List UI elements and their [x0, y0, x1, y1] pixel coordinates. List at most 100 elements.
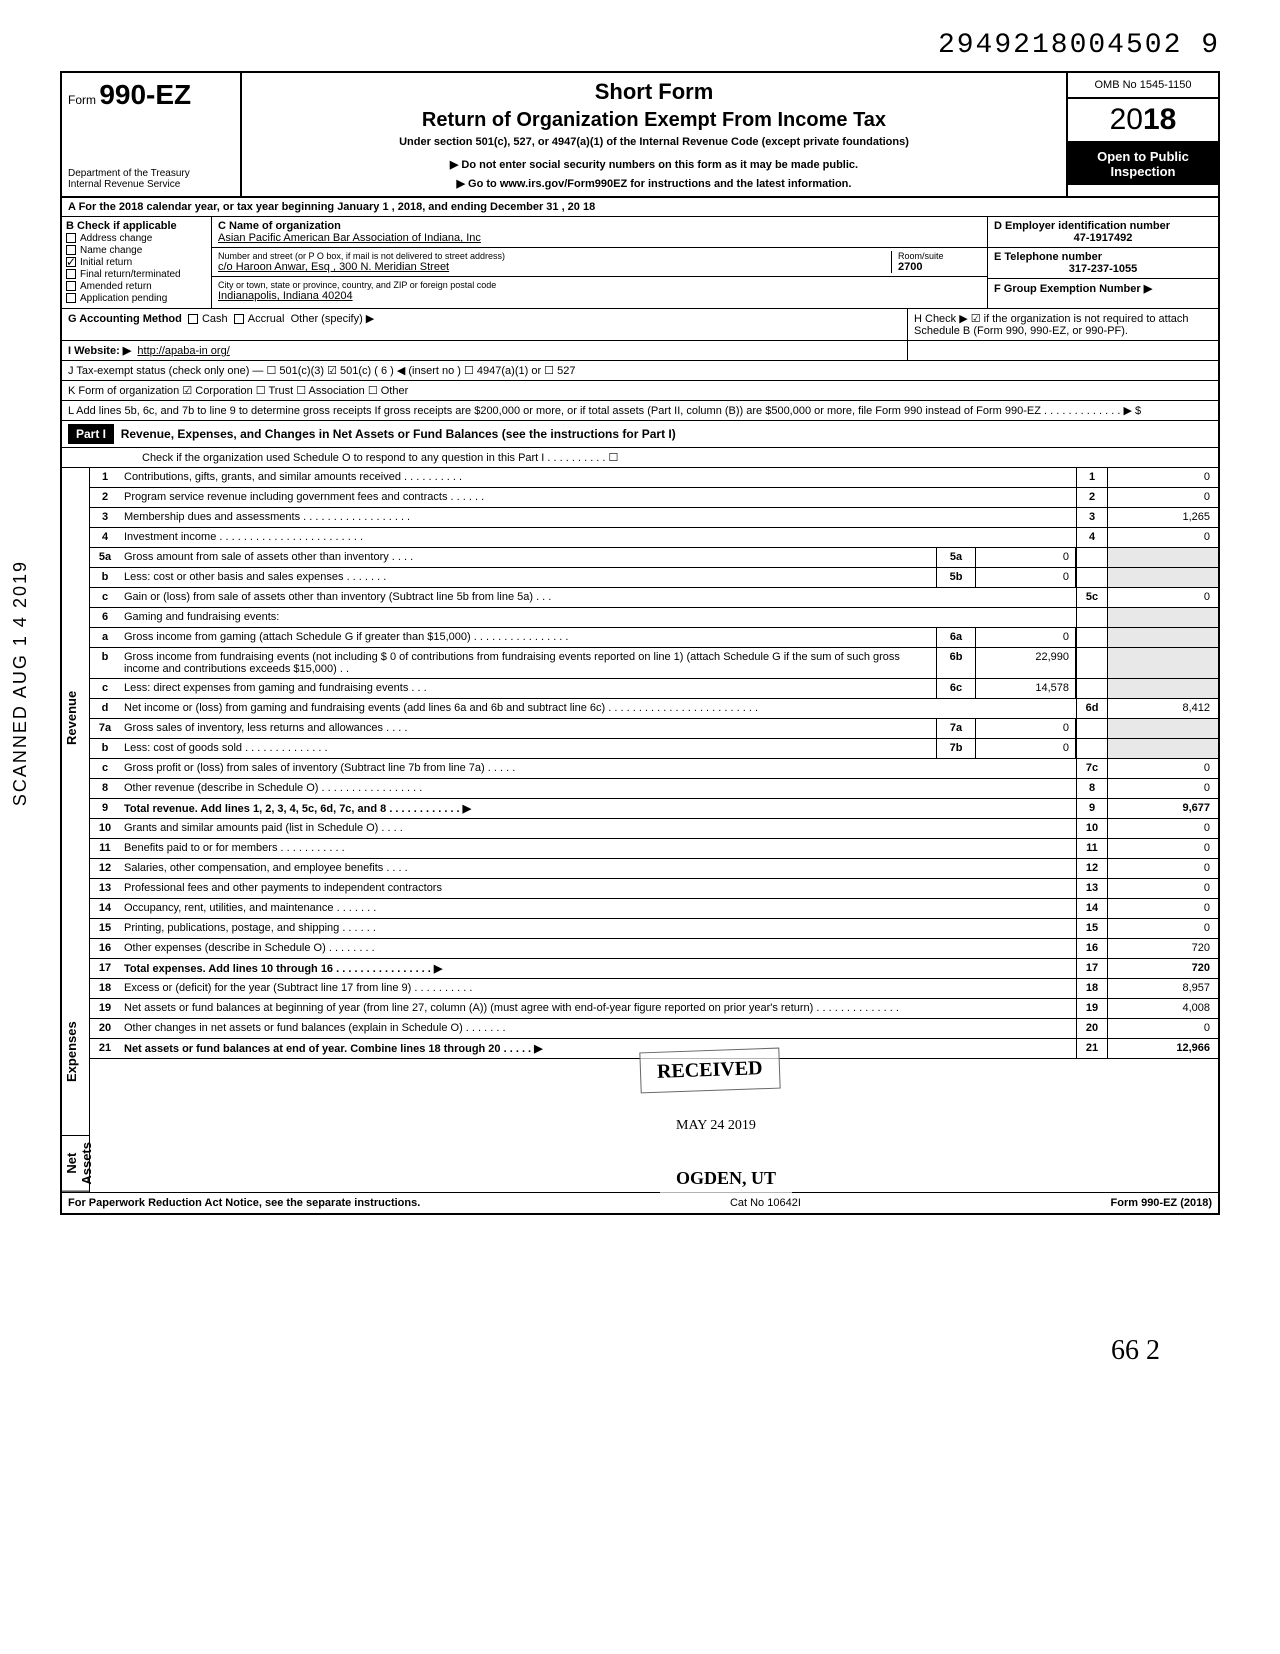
- line-7a: 7aGross sales of inventory, less returns…: [90, 719, 1218, 739]
- cash-checkbox[interactable]: [188, 314, 198, 324]
- line-desc: Gross sales of inventory, less returns a…: [120, 719, 936, 738]
- line-6: 6Gaming and fundraising events:: [90, 608, 1218, 628]
- line-num: c: [90, 588, 120, 607]
- line-desc: Salaries, other compensation, and employ…: [120, 859, 1076, 878]
- right-num: 18: [1076, 979, 1108, 998]
- right-val: 720: [1108, 959, 1218, 978]
- line-16: 16Other expenses (describe in Schedule O…: [90, 939, 1218, 959]
- line-num: 19: [90, 999, 120, 1018]
- org-name: Asian Pacific American Bar Association o…: [218, 232, 981, 244]
- line-num: 1: [90, 468, 120, 487]
- right-num: 11: [1076, 839, 1108, 858]
- room-label: Room/suite: [898, 251, 981, 261]
- line-10: 10Grants and similar amounts paid (list …: [90, 819, 1218, 839]
- right-val: 8,957: [1108, 979, 1218, 998]
- checkbox-initial-return[interactable]: [66, 257, 76, 267]
- website-value: http://apaba-in org/: [137, 345, 229, 357]
- accrual-checkbox[interactable]: [234, 314, 244, 324]
- header-right: OMB No 1545-1150 2018 Open to Public Ins…: [1068, 73, 1218, 196]
- line-desc: Gross income from gaming (attach Schedul…: [120, 628, 936, 647]
- line-c: cGross profit or (loss) from sales of in…: [90, 759, 1218, 779]
- line-desc: Total expenses. Add lines 10 through 16 …: [120, 959, 1076, 978]
- right-num: 2: [1076, 488, 1108, 507]
- line-num: 17: [90, 959, 120, 978]
- line-1: 1Contributions, gifts, grants, and simil…: [90, 468, 1218, 488]
- line-desc: Contributions, gifts, grants, and simila…: [120, 468, 1076, 487]
- line-num: b: [90, 739, 120, 758]
- line-num: c: [90, 759, 120, 778]
- part1-label: Part I: [68, 424, 114, 444]
- right-num: 15: [1076, 919, 1108, 938]
- right-val: 0: [1108, 759, 1218, 778]
- right-num: 5c: [1076, 588, 1108, 607]
- line-20: 20Other changes in net assets or fund ba…: [90, 1019, 1218, 1039]
- checkbox-application-pending[interactable]: [66, 293, 76, 303]
- line-num: 21: [90, 1039, 120, 1058]
- line-desc: Net assets or fund balances at end of ye…: [120, 1039, 1076, 1058]
- side-revenue: Revenue: [62, 468, 89, 968]
- checkbox-amended-return[interactable]: [66, 281, 76, 291]
- mini-val: 22,990: [976, 648, 1076, 678]
- other-label: Other (specify) ▶: [291, 313, 375, 325]
- main-title: Return of Organization Exempt From Incom…: [252, 109, 1056, 132]
- line-num: 20: [90, 1019, 120, 1038]
- goto-url: ▶ Go to www.irs.gov/Form990EZ for instru…: [252, 177, 1056, 190]
- right-num: 1: [1076, 468, 1108, 487]
- line-num: 2: [90, 488, 120, 507]
- chk-label: Address change: [80, 233, 152, 244]
- line-num: 3: [90, 508, 120, 527]
- line-num: 12: [90, 859, 120, 878]
- line-b: bLess: cost or other basis and sales exp…: [90, 568, 1218, 588]
- right-val: 8,412: [1108, 699, 1218, 718]
- rv-shaded: [1108, 628, 1218, 647]
- line-desc: Other changes in net assets or fund bala…: [120, 1019, 1076, 1038]
- checkbox-address-change[interactable]: [66, 233, 76, 243]
- line-3: 3Membership dues and assessments . . . .…: [90, 508, 1218, 528]
- e-label: E Telephone number: [994, 251, 1212, 263]
- mini-val: 0: [976, 739, 1076, 758]
- line-19: 19Net assets or fund balances at beginni…: [90, 999, 1218, 1019]
- c-name-label: C Name of organization: [218, 220, 981, 232]
- line-num: 9: [90, 799, 120, 818]
- checkbox-name-change[interactable]: [66, 245, 76, 255]
- line-desc: Program service revenue including govern…: [120, 488, 1076, 507]
- line-desc: Other revenue (describe in Schedule O) .…: [120, 779, 1076, 798]
- line-desc: Less: cost or other basis and sales expe…: [120, 568, 936, 587]
- line-d: dNet income or (loss) from gaming and fu…: [90, 699, 1218, 719]
- mini-num: 6c: [936, 679, 976, 698]
- line-num: 15: [90, 919, 120, 938]
- right-val: 9,677: [1108, 799, 1218, 818]
- line-17: 17Total expenses. Add lines 10 through 1…: [90, 959, 1218, 979]
- line-11: 11Benefits paid to or for members . . . …: [90, 839, 1218, 859]
- right-num: 6d: [1076, 699, 1108, 718]
- right-val: 12,966: [1108, 1039, 1218, 1058]
- part1-scho: Check if the organization used Schedule …: [62, 448, 1218, 468]
- dln-number: 2949218004502 9: [60, 30, 1220, 61]
- rv-shaded: [1108, 648, 1218, 678]
- form-footer: For Paperwork Reduction Act Notice, see …: [62, 1192, 1218, 1213]
- right-val: 0: [1108, 1019, 1218, 1038]
- mini-num: 6a: [936, 628, 976, 647]
- rv-empty: [1108, 608, 1218, 627]
- part1-header: Part I Revenue, Expenses, and Changes in…: [62, 421, 1218, 448]
- row-i: I Website: ▶ http://apaba-in org/: [62, 341, 1218, 361]
- line-desc: Other expenses (describe in Schedule O) …: [120, 939, 1076, 958]
- line-15: 15Printing, publications, postage, and s…: [90, 919, 1218, 939]
- section-subtitle: Under section 501(c), 527, or 4947(a)(1)…: [252, 136, 1056, 148]
- mini-num: 7b: [936, 739, 976, 758]
- line-desc: Gaming and fundraising events:: [120, 608, 1076, 627]
- chk-label: Final return/terminated: [80, 269, 181, 280]
- checkbox-final-return-terminated[interactable]: [66, 269, 76, 279]
- accrual-label: Accrual: [248, 313, 285, 325]
- mini-val: 0: [976, 568, 1076, 587]
- stamp-date: MAY 24 2019: [660, 1110, 772, 1142]
- rn-shaded: [1076, 679, 1108, 698]
- right-num: 14: [1076, 899, 1108, 918]
- g-label: G Accounting Method: [68, 313, 182, 325]
- chk-label: Application pending: [80, 293, 167, 304]
- right-num: 13: [1076, 879, 1108, 898]
- header-left: Form 990-EZ Department of the Treasury I…: [62, 73, 242, 196]
- mini-num: 6b: [936, 648, 976, 678]
- line-num: d: [90, 699, 120, 718]
- right-num: 17: [1076, 959, 1108, 978]
